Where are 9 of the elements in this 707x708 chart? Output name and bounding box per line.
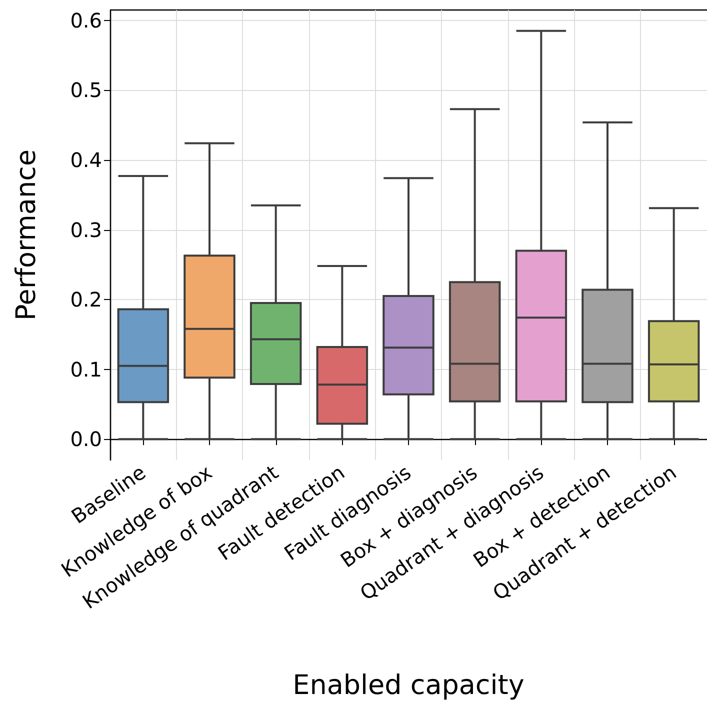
x-axis-title: Enabled capacity <box>292 670 524 701</box>
y-tick-label: 0.4 <box>70 148 102 172</box>
y-tick-label: 0.0 <box>70 427 102 452</box>
y-tick-label: 0.3 <box>70 218 102 242</box>
y-tick-label: 0.5 <box>70 78 102 102</box>
y-tick-label: 0.2 <box>70 288 102 312</box>
y-axis-title: Performance <box>11 149 42 321</box>
y-tick-label: 0.1 <box>70 357 102 382</box>
y-tick-label: 0.6 <box>70 8 102 32</box>
